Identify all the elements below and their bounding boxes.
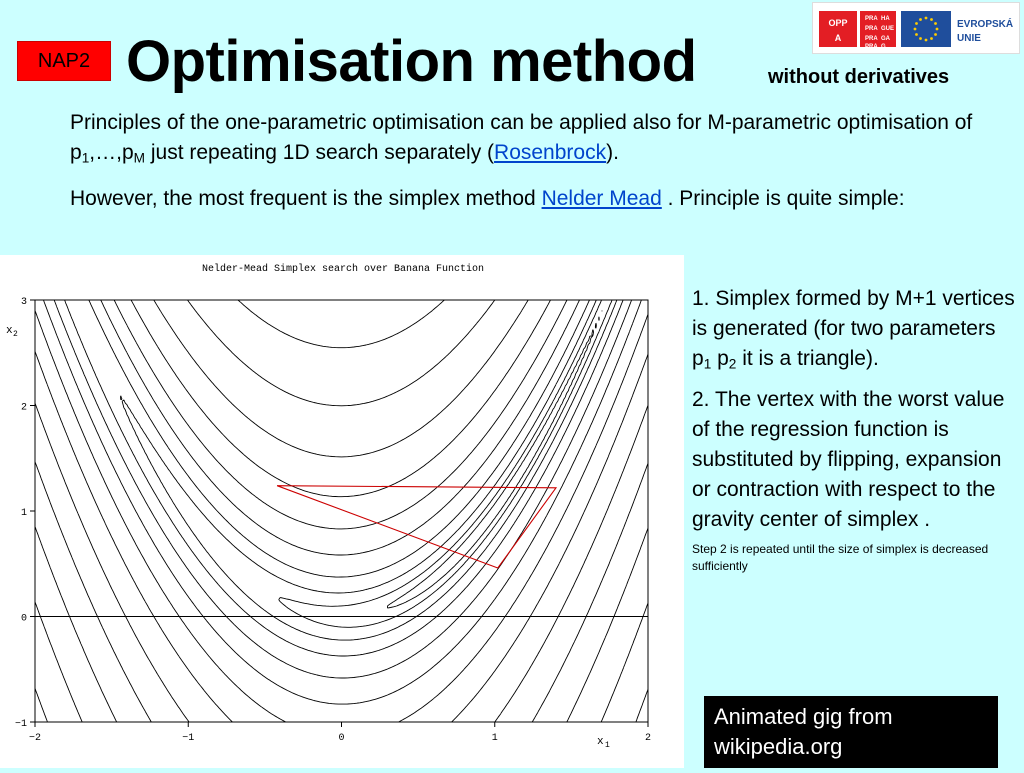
eu-star-icon [924, 38, 928, 42]
contour-level-12 [34, 688, 649, 723]
svg-text:HA: HA [881, 16, 890, 22]
contour-plot: Nelder-Mead Simplex search over Banana F… [6, 263, 651, 750]
svg-text:UNIE: UNIE [957, 33, 981, 44]
eu-star-icon [930, 37, 933, 40]
logo-graphic: OPP A PRA HA PRA GUE PRA GA PRA G EVROPS… [819, 11, 1013, 50]
sponsor-logos: OPP A PRA HA PRA GUE PRA GA PRA G EVROPS… [812, 2, 1020, 54]
contour-level-8 [34, 299, 649, 723]
contour-level-5 [43, 299, 642, 705]
x-tick-label: −1 [182, 733, 194, 744]
x-tick-label: 2 [645, 733, 651, 744]
contour-level-7 [34, 299, 649, 723]
svg-text:G: G [881, 44, 886, 50]
svg-text:A: A [835, 33, 842, 43]
y-axis-label: x [6, 325, 13, 337]
svg-text:PRA: PRA [865, 16, 878, 22]
svg-text:PRA: PRA [865, 44, 878, 50]
contour-lines [34, 299, 649, 723]
svg-text:OPP: OPP [828, 18, 847, 28]
contour-level-9 [34, 299, 649, 723]
svg-text:PRA: PRA [865, 26, 878, 32]
svg-text:GUE: GUE [881, 26, 894, 32]
eu-star-icon [934, 22, 937, 25]
paragraph-nelder-mead: However, the most frequent is the simple… [70, 187, 905, 210]
plot-frame [34, 299, 649, 723]
y-tick-label: 3 [21, 297, 27, 308]
contour-level-3 [64, 299, 624, 657]
step-2: 2. The vertex with the worst value of th… [692, 388, 1005, 532]
steps-list: 1. Simplex formed by M+1 vertices is gen… [692, 284, 1017, 581]
y-tick-label: 0 [21, 614, 27, 625]
x-axis-label-sub: 1 [605, 741, 610, 750]
contour-level-1 [278, 299, 613, 628]
svg-text:GA: GA [881, 36, 891, 42]
step-1: 1. Simplex formed by M+1 vertices is gen… [692, 287, 1015, 372]
y-tick-label: 2 [21, 403, 27, 414]
eu-star-icon [924, 16, 928, 20]
y-tick-label: 1 [21, 508, 27, 519]
slide-title: Optimisation method [126, 29, 697, 94]
eu-star-icon [919, 37, 922, 40]
x-axis-label: x [597, 736, 604, 748]
figure-title: Nelder-Mead Simplex search over Banana F… [202, 263, 484, 275]
eu-star-icon [935, 27, 939, 31]
nelder-mead-figure: Nelder-Mead Simplex search over Banana F… [0, 255, 684, 768]
eu-star-icon [930, 18, 933, 21]
eu-star-icon [934, 33, 937, 36]
eu-star-icon [915, 33, 918, 36]
x-tick-label: −2 [29, 733, 41, 744]
contour-level-2 [120, 299, 618, 641]
svg-text:EVROPSKÁ: EVROPSKÁ [957, 17, 1013, 30]
contour-level-4 [53, 299, 633, 679]
x-tick-label: 1 [492, 733, 498, 744]
nelder-mead-link[interactable]: Nelder Mead [541, 187, 662, 210]
x-tick-label: 0 [338, 733, 344, 744]
contour-level-10 [34, 526, 649, 723]
contour-level-11 [34, 601, 649, 723]
contour-level-6 [34, 299, 649, 723]
eu-star-icon [913, 27, 917, 31]
eu-star-icon [915, 22, 918, 25]
simplex-triangle [276, 485, 558, 569]
contour-level-0 [387, 310, 603, 609]
eu-flag-icon [901, 11, 951, 47]
svg-text:PRA: PRA [865, 36, 878, 42]
slide-subtitle: without derivatives [768, 66, 950, 88]
slide-badge: NAP2 [17, 41, 111, 81]
paragraph-rosenbrock: Principles of the one-parametric optimis… [70, 111, 973, 166]
eu-star-icon [919, 18, 922, 21]
step-note: Step 2 is repeated until the size of sim… [692, 542, 989, 574]
y-tick-label: −1 [15, 719, 27, 730]
y-axis-label-sub: 2 [13, 330, 18, 339]
rosenbrock-link[interactable]: Rosenbrock [494, 141, 607, 164]
animation-note: Animated gig from wikipedia.org [704, 696, 998, 768]
